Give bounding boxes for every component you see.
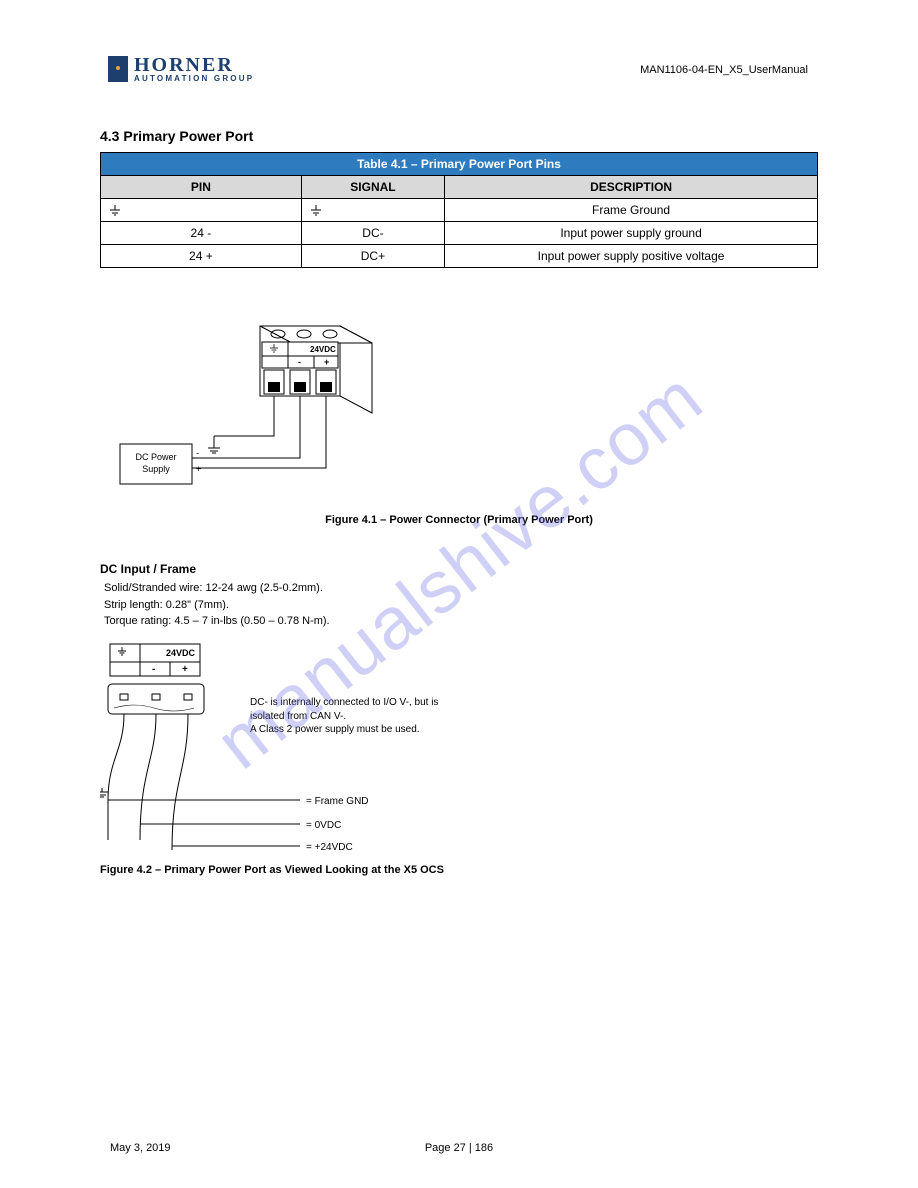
fig2-term-plus: +: [182, 664, 188, 675]
power-port-table: Table 4.1 – Primary Power Port Pins PIN …: [100, 152, 818, 268]
cell-signal: DC+: [301, 245, 444, 268]
fig1-supply-line1: DC Power: [135, 452, 176, 462]
table-row: Frame Ground: [101, 199, 818, 222]
fig1-term-plus: +: [324, 357, 329, 367]
fig1-connector-label: 24VDC: [310, 345, 336, 354]
wiring-title: DC Input / Frame: [100, 562, 818, 576]
legend-frame-gnd: = Frame GND: [306, 796, 369, 807]
table-title: Table 4.1 – Primary Power Port Pins: [101, 153, 818, 176]
footer-page: Page 27 | 186: [425, 1142, 493, 1154]
ground-icon: [107, 204, 123, 216]
table-col-desc: DESCRIPTION: [445, 176, 818, 199]
figure2-caption: Figure 4.2 – Primary Power Port as Viewe…: [100, 864, 818, 876]
wiring-section: DC Input / Frame Solid/Stranded wire: 12…: [100, 562, 818, 876]
cell-desc: Input power supply positive voltage: [445, 245, 818, 268]
ground-icon: [208, 444, 220, 453]
figure1-svg: 24VDC - +: [100, 308, 440, 508]
cell-desc: Input power supply ground: [445, 222, 818, 245]
section-title: 4.3 Primary Power Port: [100, 128, 818, 144]
wiring-spec-line: Solid/Stranded wire: 12-24 awg (2.5-0.2m…: [104, 580, 818, 597]
document-id: MAN1106-04-EN_X5_UserManual: [640, 64, 808, 76]
cell-signal: DC-: [301, 222, 444, 245]
table-col-pin: PIN: [101, 176, 302, 199]
wiring-spec-line: Strip length: 0.28" (7mm).: [104, 597, 818, 614]
fig1-supply-line2: Supply: [142, 464, 170, 474]
footer-date: May 3, 2019: [110, 1142, 171, 1154]
pin-note-line: A Class 2 power supply must be used.: [250, 723, 470, 737]
ground-icon: [100, 788, 108, 797]
legend-0v: = 0VDC: [306, 820, 341, 831]
brand-logo: HORNER AUTOMATION GROUP: [108, 55, 254, 83]
page-footer: May 3, 2019 Page 27 | 186: [0, 1142, 918, 1154]
cell-pin: [101, 199, 302, 222]
table-row: 24 + DC+ Input power supply positive vol…: [101, 245, 818, 268]
figure2-svg: 24VDC - +: [100, 640, 480, 860]
fig1-term-minus: -: [298, 357, 301, 367]
logo-main-text: HORNER: [134, 55, 254, 75]
figure1-caption: Figure 4.1 – Power Connector (Primary Po…: [100, 514, 818, 526]
cell-pin: 24 +: [101, 245, 302, 268]
fig2-connector-label: 24VDC: [166, 648, 196, 658]
legend-24v: = +24VDC: [306, 842, 353, 853]
fig1-supply-minus: -: [196, 448, 199, 458]
figure-power-connector: 24VDC - +: [100, 308, 818, 526]
logo-sub-text: AUTOMATION GROUP: [134, 75, 254, 83]
logo-mark-icon: [108, 56, 128, 82]
cell-desc: Frame Ground: [445, 199, 818, 222]
fig1-supply-plus: +: [196, 464, 201, 474]
cell-pin: 24 -: [101, 222, 302, 245]
cell-signal: [301, 199, 444, 222]
table-row: 24 - DC- Input power supply ground: [101, 222, 818, 245]
table-col-signal: SIGNAL: [301, 176, 444, 199]
wiring-spec-line: Torque rating: 4.5 – 7 in-lbs (0.50 – 0.…: [104, 613, 818, 630]
ground-icon: [308, 204, 324, 216]
pin-note-line: DC- is internally connected to I/O V-, b…: [250, 696, 470, 723]
fig2-term-minus: -: [152, 664, 155, 675]
